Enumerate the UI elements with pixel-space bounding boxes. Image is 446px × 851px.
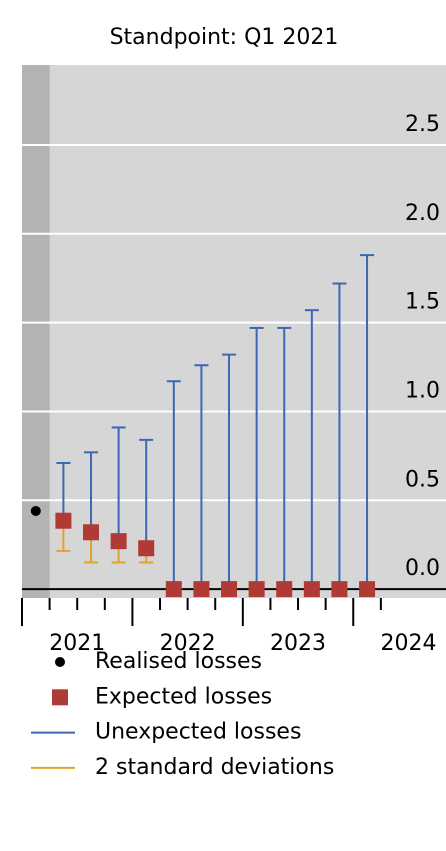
unexpected-bar xyxy=(56,461,71,521)
unexpected-bar xyxy=(277,326,292,590)
y-tick-label: 0.5 xyxy=(405,467,440,492)
y-tick-label: 2.5 xyxy=(405,112,440,137)
unexpected-bar xyxy=(332,282,347,590)
x-tick-label: 2024 xyxy=(380,631,436,656)
legend-marker xyxy=(55,657,65,667)
unexpected-bar xyxy=(166,380,181,590)
expected-square xyxy=(55,512,72,529)
unexpected-bar xyxy=(84,451,99,533)
expected-square xyxy=(165,581,182,598)
legend-marker xyxy=(52,689,68,706)
x-tick-label: 2022 xyxy=(160,631,216,656)
legend-label: 2 standard deviations xyxy=(95,755,334,780)
unexpected-bar xyxy=(360,254,375,590)
plot-background xyxy=(22,65,446,598)
x-tick-label: 2023 xyxy=(270,631,326,656)
expected-square xyxy=(359,581,376,598)
legend-label: Realised losses xyxy=(95,649,262,674)
y-tick-label: 1.0 xyxy=(405,378,440,403)
legend-label: Expected losses xyxy=(95,684,272,709)
unexpected-bar xyxy=(304,309,319,590)
expected-square xyxy=(248,581,265,598)
unexpected-bar xyxy=(139,438,154,549)
y-tick-label: 1.5 xyxy=(405,290,440,315)
y-tick-label: 2.0 xyxy=(405,201,440,226)
expected-square xyxy=(110,533,127,550)
chart-title: Standpoint: Q1 2021 xyxy=(110,25,339,50)
expected-square xyxy=(193,581,210,598)
realised-dot xyxy=(30,505,41,516)
unexpected-bar xyxy=(194,364,209,590)
expected-square xyxy=(83,524,100,541)
expected-square xyxy=(221,581,238,598)
expected-square xyxy=(331,581,348,598)
expected-square xyxy=(303,581,320,598)
unexpected-bar xyxy=(249,326,264,590)
unexpected-bar xyxy=(222,353,237,590)
unexpected-bar xyxy=(111,426,126,542)
expected-square xyxy=(276,581,293,598)
x-tick-label: 2021 xyxy=(49,631,105,656)
legend-label: Unexpected losses xyxy=(95,720,301,745)
y-tick-label: 0.0 xyxy=(405,556,440,581)
expected-square xyxy=(138,540,155,557)
